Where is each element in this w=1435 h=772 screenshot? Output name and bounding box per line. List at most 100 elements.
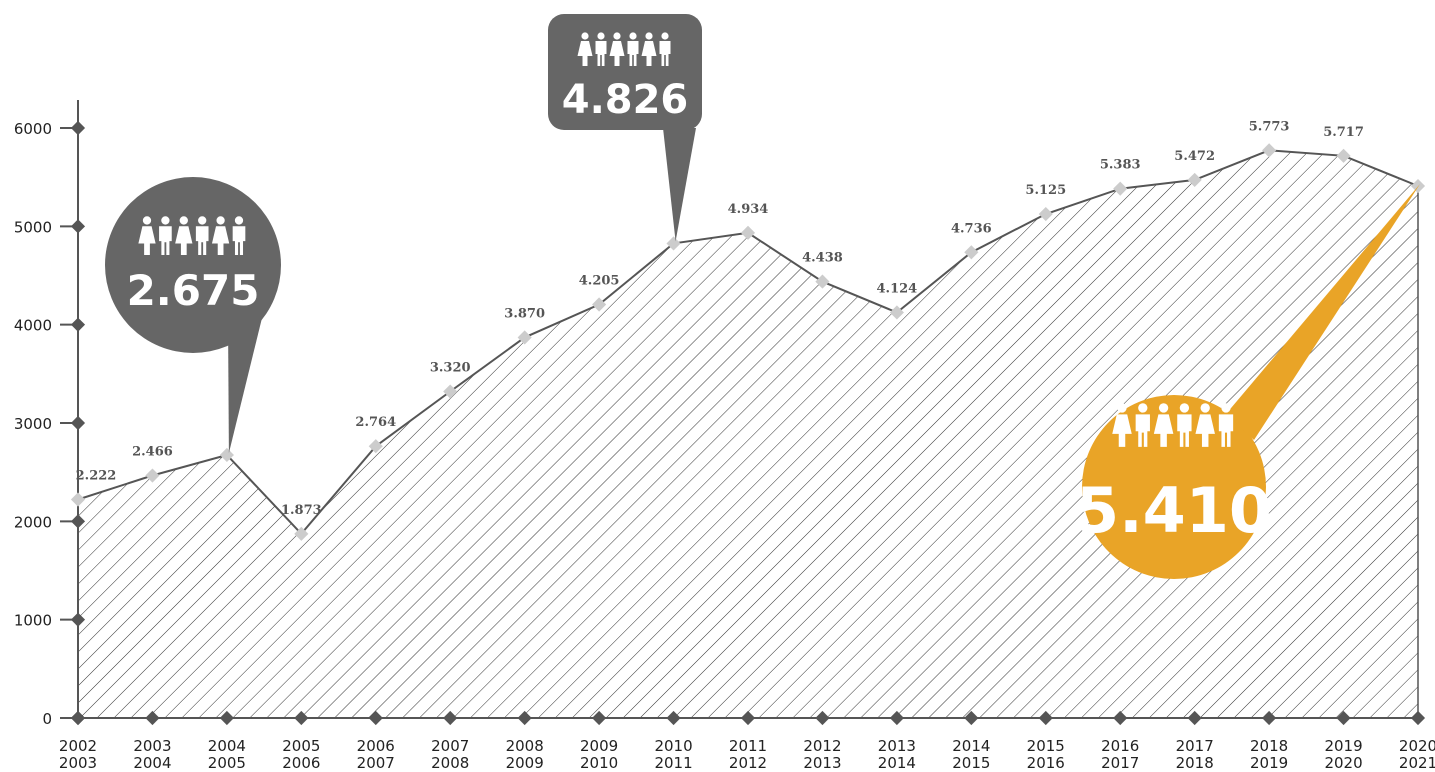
y-tick-marker	[70, 120, 86, 136]
x-tick-label: 2011 2012	[729, 737, 767, 772]
data-point	[1410, 178, 1426, 194]
data-point	[666, 236, 681, 251]
y-tick-marker	[70, 317, 86, 332]
callout-pointer	[1226, 184, 1420, 440]
x-tick-marker	[1187, 710, 1202, 726]
label-layer: 2.222 2.466 1.873 2.764 3.320 3.870 4.205 4.934…	[76, 119, 1364, 518]
x-tick-marker	[592, 710, 607, 726]
x-tick-label: 2005 2006	[282, 737, 320, 772]
callout-shape	[1082, 395, 1266, 579]
data-point	[294, 526, 309, 541]
data-label: 1.873	[281, 503, 322, 518]
y-tick-label: 2000	[14, 513, 52, 531]
callout-layer: 2.675 4.826 5.410	[105, 14, 1420, 579]
area-fill	[78, 150, 1418, 719]
x-tick-marker	[889, 710, 904, 726]
x-tick-marker	[70, 710, 86, 726]
data-point	[964, 245, 979, 260]
data-point	[1262, 143, 1277, 158]
data-point	[1038, 206, 1053, 222]
data-point	[1113, 181, 1128, 196]
data-label: 4.438	[802, 251, 843, 266]
data-label: 5.717	[1323, 125, 1364, 140]
x-tick-label: 2009 2010	[580, 737, 618, 772]
y-tick-label: 3000	[14, 415, 52, 433]
data-point	[889, 305, 904, 320]
y-tick-label: 5000	[14, 218, 52, 236]
x-tick-label: 2003 2004	[133, 737, 171, 772]
x-tick-marker	[1410, 710, 1426, 726]
x-tick-label: 2015 2016	[1027, 737, 1065, 772]
x-tick-marker	[294, 710, 309, 726]
x-tick-label: 2016 2017	[1101, 737, 1139, 772]
axis-layer: 0 1000 2000 3000 4000 5000 6000 2002 2003 2003 200…	[14, 100, 1435, 772]
x-tick-marker	[740, 710, 756, 726]
x-tick-marker	[145, 710, 160, 726]
x-tick-marker	[666, 710, 681, 726]
x-tick-label: 2012 2013	[803, 737, 841, 772]
callout-value: 4.826	[562, 77, 689, 123]
callout-value: 2.675	[127, 266, 260, 315]
x-tick-marker	[368, 710, 383, 726]
x-tick-marker	[964, 710, 979, 726]
x-tick-marker	[815, 710, 830, 726]
y-tick-marker	[70, 415, 86, 431]
x-tick-marker	[443, 710, 458, 726]
data-point	[740, 225, 756, 240]
x-tick-marker	[1038, 710, 1053, 726]
data-point	[1336, 148, 1351, 163]
data-label: 4.736	[951, 221, 992, 236]
data-label: 5.773	[1249, 119, 1290, 134]
x-tick-label: 2014 2015	[952, 737, 990, 772]
data-point	[70, 492, 86, 507]
x-tick-marker	[1262, 710, 1277, 726]
data-label: 5.472	[1174, 149, 1215, 164]
data-label: 5.383	[1100, 158, 1141, 173]
data-label: 4.124	[877, 281, 918, 296]
data-point	[219, 447, 234, 463]
x-tick-label: 2013 2014	[878, 737, 916, 772]
callout-pointer	[228, 318, 262, 453]
x-tick-label: 2006 2007	[357, 737, 395, 772]
x-tick-marker	[517, 710, 532, 726]
data-label: 4.934	[728, 202, 769, 217]
data-label: 4.205	[579, 274, 620, 289]
callout-pointer	[663, 128, 696, 242]
x-tick-label: 2017 2018	[1176, 737, 1214, 772]
y-tick-marker	[70, 219, 86, 234]
x-tick-label: 2020 2021	[1399, 737, 1435, 772]
data-point	[145, 468, 160, 483]
x-tick-label: 2008 2009	[506, 737, 544, 772]
data-label: 3.870	[504, 306, 545, 321]
x-tick-label: 2004 2005	[208, 737, 246, 772]
y-tick-label: 0	[42, 710, 52, 728]
x-tick-label: 2002 2003	[59, 737, 97, 772]
y-tick-label: 1000	[14, 612, 52, 630]
x-tick-marker	[1113, 710, 1128, 726]
x-tick-marker	[219, 710, 234, 726]
callout-value: 5.410	[1076, 474, 1272, 547]
x-tick-marker	[1336, 710, 1351, 726]
data-point	[592, 297, 607, 312]
data-label: 2.764	[355, 415, 396, 430]
y-tick-label: 4000	[14, 317, 52, 335]
x-tick-label: 2019 2020	[1324, 737, 1362, 772]
data-label: 3.320	[430, 361, 471, 376]
data-point	[815, 274, 830, 289]
y-tick-marker	[70, 612, 86, 627]
data-label: 2.222	[76, 469, 117, 484]
callout-bubble: 4.826	[548, 14, 702, 242]
data-point	[443, 384, 458, 399]
data-label: 2.466	[132, 445, 173, 460]
marker-layer	[70, 143, 1426, 541]
data-point	[1187, 172, 1202, 187]
data-label: 5.125	[1025, 183, 1066, 198]
data-point	[368, 439, 383, 454]
y-tick-label: 6000	[14, 120, 52, 138]
callout-bubble: 2.675	[105, 177, 281, 453]
data-point	[517, 330, 532, 345]
x-tick-label: 2010 2011	[654, 737, 692, 772]
y-tick-marker	[70, 514, 86, 529]
callout-bubble: 5.410	[1076, 184, 1420, 579]
